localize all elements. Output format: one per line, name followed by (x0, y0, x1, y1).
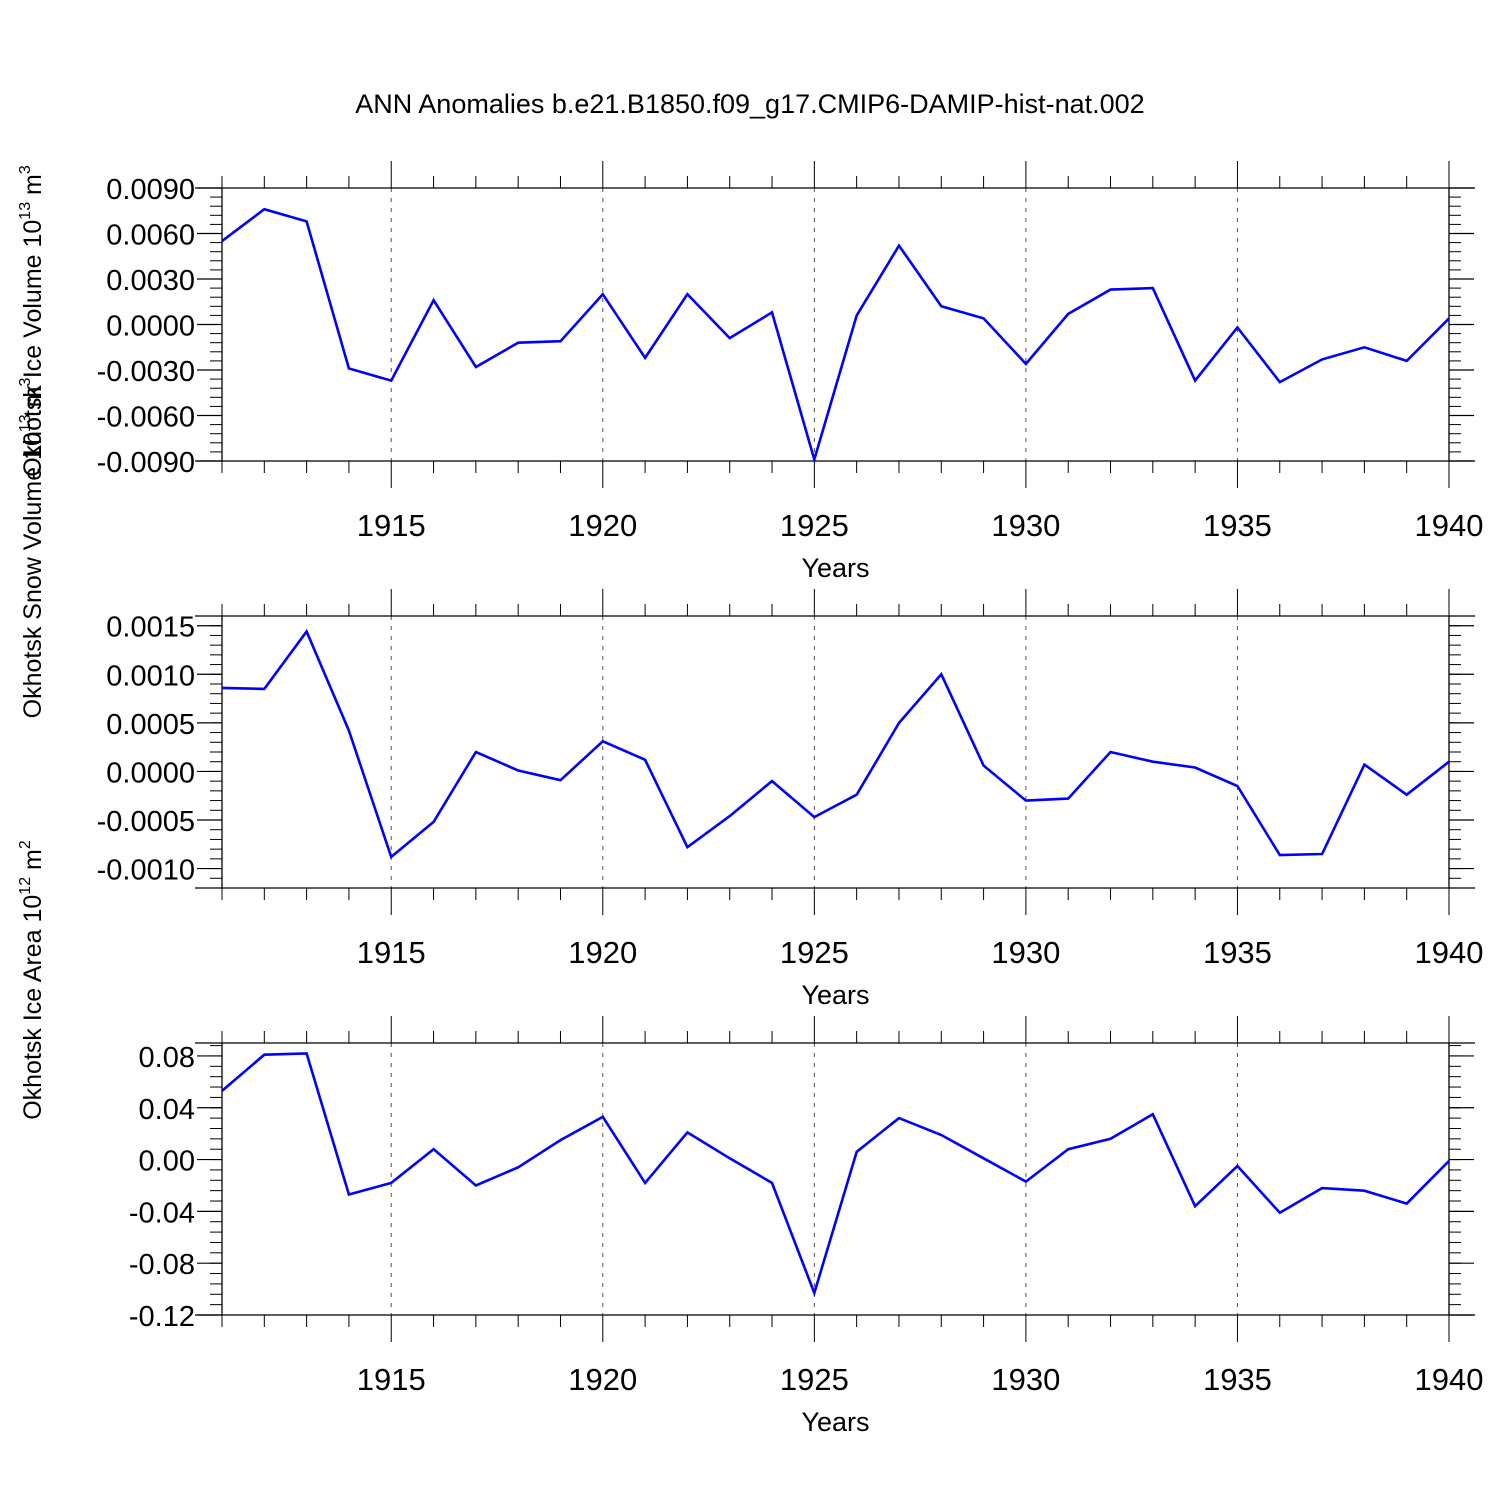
ytick-label: 0.0090 (106, 174, 195, 206)
xtick-label: 1920 (568, 508, 637, 543)
xtick-label: 1930 (991, 1362, 1060, 1397)
panels: -0.0090 -0.0060 -0.0030 0.0000 0.0030 0.0060 0… (17, 161, 1483, 1437)
ytick-label: -0.0010 (97, 855, 195, 887)
xtick-label: 1925 (780, 935, 849, 970)
xtick-label: 1930 (991, 935, 1060, 970)
panel-2: -0.0010 -0.0005 0.0000 0.0005 0.0010 0.0015 19… (17, 378, 1483, 1010)
series-line (221, 628, 1450, 860)
xtick-label: 1940 (1415, 935, 1484, 970)
y-axis-label: Okhotsk Snow Volume 1013 m3 (17, 378, 47, 719)
xtick-label: 1920 (568, 1362, 637, 1397)
series-line (221, 1052, 1450, 1298)
ytick-label: 0.0005 (106, 709, 195, 741)
xtick-label: 1935 (1203, 935, 1272, 970)
x-axis-label: Years (801, 1407, 869, 1437)
ytick-label: 0.08 (139, 1042, 195, 1074)
y-axis-label: Okhotsk Ice Area 1012 m2 (17, 840, 47, 1120)
x-axis-label: Years (801, 553, 869, 583)
x-axis-label: Years (801, 980, 869, 1010)
ytick-label: -0.0090 (97, 447, 195, 479)
ytick-label: 0.0000 (106, 757, 195, 789)
xtick-label: 1930 (991, 508, 1060, 543)
ytick-label: -0.04 (129, 1197, 195, 1229)
ytick-label: -0.0060 (97, 402, 195, 434)
series-line (221, 207, 1450, 465)
y-axis-label: Okhotsk Ice Volume 1013 m3 (17, 165, 47, 477)
xtick-label: 1925 (780, 508, 849, 543)
ytick-label: -0.0030 (97, 356, 195, 388)
xtick-label: 1915 (357, 1362, 426, 1397)
ytick-label: 0.0060 (106, 220, 195, 252)
ytick-label: 0.0000 (106, 311, 195, 343)
xtick-label: 1940 (1415, 508, 1484, 543)
xtick-label: 1935 (1203, 1362, 1272, 1397)
ytick-label: 0.00 (139, 1146, 195, 1178)
ytick-label: 0.0010 (106, 660, 195, 692)
ytick-label: 0.0030 (106, 265, 195, 297)
xtick-label: 1940 (1415, 1362, 1484, 1397)
ytick-label: -0.08 (129, 1249, 195, 1281)
xtick-label: 1935 (1203, 508, 1272, 543)
xtick-label: 1915 (357, 935, 426, 970)
xtick-label: 1915 (357, 508, 426, 543)
ytick-label: 0.04 (139, 1094, 195, 1126)
xtick-label: 1925 (780, 1362, 849, 1397)
xtick-label: 1920 (568, 935, 637, 970)
ytick-label: -0.12 (129, 1301, 195, 1333)
panel-1: -0.0090 -0.0060 -0.0030 0.0000 0.0030 0.0060 0… (17, 161, 1483, 583)
chart-title: ANN Anomalies b.e21.B1850.f09_g17.CMIP6-… (355, 89, 1144, 119)
panel-3: -0.12 -0.08 -0.04 0.00 0.04 0.08 1915 1920 1925 1… (17, 840, 1483, 1437)
ytick-label: 0.0015 (106, 612, 195, 644)
ytick-label: -0.0005 (97, 806, 195, 838)
